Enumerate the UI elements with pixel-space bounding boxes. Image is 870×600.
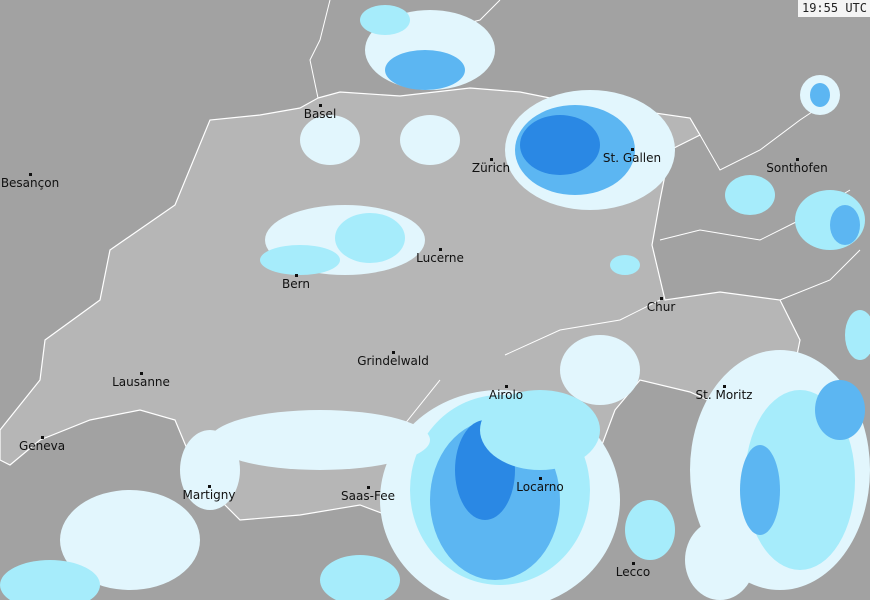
city-marker — [295, 274, 298, 277]
precipitation-cell — [725, 175, 775, 215]
city-marker — [660, 297, 663, 300]
city-label: Sonthofen — [766, 161, 828, 175]
precipitation-cell — [740, 445, 780, 535]
city-label: Locarno — [516, 480, 564, 494]
precipitation-cell — [360, 5, 410, 35]
city-label: Geneva — [18, 439, 66, 453]
precipitation-cell — [335, 213, 405, 263]
precipitation-cell — [320, 555, 400, 600]
city-marker — [505, 385, 508, 388]
city-label: Lecco — [615, 565, 651, 579]
city-marker — [41, 436, 44, 439]
precipitation-cell — [520, 115, 600, 175]
city-marker — [796, 158, 799, 161]
precipitation-cell — [210, 410, 430, 470]
city-label: Airolo — [488, 388, 524, 402]
precipitation-cell — [0, 560, 100, 600]
precipitation-cell — [845, 310, 870, 360]
timestamp-label: 19:55 UTC — [797, 0, 870, 17]
city-label: Bern — [282, 277, 310, 291]
precipitation-cell — [625, 500, 675, 560]
precipitation-cell — [400, 115, 460, 165]
precipitation-cell — [180, 430, 240, 510]
city-marker — [140, 372, 143, 375]
city-label: Martigny — [182, 488, 236, 502]
precipitation-cell — [685, 520, 755, 600]
precipitation-cell — [480, 390, 600, 470]
border-line — [309, 0, 861, 431]
city-marker — [208, 485, 211, 488]
city-marker — [723, 385, 726, 388]
city-label: Basel — [303, 107, 337, 121]
city-marker — [392, 351, 395, 354]
precipitation-cell — [610, 255, 640, 275]
city-marker — [29, 173, 32, 176]
city-label: Besançon — [0, 176, 60, 190]
precipitation-cell — [300, 115, 360, 165]
precipitation-cell — [560, 335, 640, 405]
precipitation-cell — [830, 205, 860, 245]
precipitation-cell — [260, 245, 340, 275]
precipitation-cell — [815, 380, 865, 440]
city-marker — [319, 104, 322, 107]
precipitation-cell — [810, 83, 830, 107]
city-marker — [439, 248, 442, 251]
city-label: Chur — [646, 300, 676, 314]
city-label: St. Moritz — [695, 388, 753, 402]
precipitation-cell — [385, 50, 465, 90]
city-label: Lucerne — [416, 251, 464, 265]
city-label: Saas-Fee — [341, 489, 395, 503]
city-label: Grindelwald — [357, 354, 429, 368]
city-label: Lausanne — [112, 375, 170, 389]
city-label: Zürich — [471, 161, 511, 175]
city-marker — [632, 562, 635, 565]
city-marker — [539, 477, 542, 480]
city-marker — [631, 148, 634, 151]
city-label: St. Gallen — [602, 151, 662, 165]
city-marker — [490, 158, 493, 161]
precipitation-layer — [0, 5, 870, 600]
city-marker — [367, 486, 370, 489]
precipitation-cell — [60, 490, 200, 590]
